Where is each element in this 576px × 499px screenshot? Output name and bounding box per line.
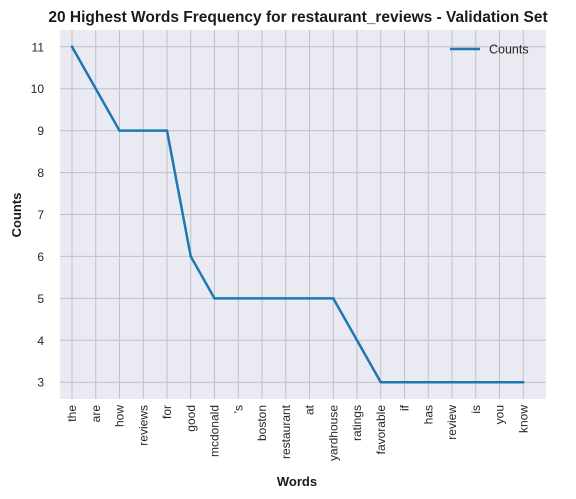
x-tick-label: ratings: [350, 405, 364, 441]
x-tick-label: is: [469, 405, 483, 414]
y-tick-label: 8: [37, 166, 44, 180]
data-point: [142, 129, 145, 132]
data-point: [332, 297, 335, 300]
x-tick-label: are: [89, 405, 103, 423]
data-point: [308, 297, 311, 300]
data-point: [355, 339, 359, 342]
x-tick-label: know: [516, 405, 530, 433]
y-tick-label: 3: [37, 376, 44, 390]
data-point: [189, 255, 192, 258]
y-tick-label: 5: [37, 292, 44, 306]
x-tick-label: mcdonald: [208, 405, 222, 457]
data-point: [94, 87, 97, 90]
series-layer: [70, 45, 525, 384]
y-tick-label: 7: [37, 208, 44, 222]
x-tick-label: at: [303, 404, 317, 415]
x-tick-label: 's: [231, 405, 245, 413]
x-tick-label: boston: [255, 405, 269, 441]
data-point: [379, 380, 382, 384]
chart-title: 20 Highest Words Frequency for restauran…: [48, 9, 547, 26]
data-point: [260, 297, 264, 300]
legend-label-counts: Counts: [489, 43, 529, 57]
x-tick-label: if: [398, 404, 412, 411]
data-point: [165, 129, 169, 132]
y-tick-label: 9: [37, 124, 44, 138]
data-point: [284, 297, 287, 300]
y-axis-ticks: 3 4 5 6 7 8 9 10 11: [31, 40, 45, 389]
x-tick-label: for: [160, 405, 174, 419]
grid-lines: [60, 30, 546, 399]
x-tick-label: the: [65, 405, 79, 422]
data-point: [498, 380, 501, 384]
y-tick-label: 6: [37, 250, 44, 264]
x-tick-label: how: [113, 405, 127, 427]
x-tick-label: you: [493, 405, 507, 424]
data-point: [237, 297, 240, 300]
y-tick-label: 4: [37, 334, 44, 348]
x-axis-ticks: the are how reviews for good mcdonald's boston r…: [65, 404, 530, 461]
data-point: [213, 297, 216, 300]
x-tick-label: yardhouse: [326, 405, 340, 461]
y-tick-label: 11: [32, 40, 45, 54]
x-tick-label: favorable: [374, 405, 388, 455]
data-point: [70, 45, 74, 49]
series-line-counts: [70, 45, 525, 384]
data-point: [450, 380, 454, 384]
x-tick-label: restaurant: [279, 404, 293, 459]
y-axis-label: Counts: [9, 193, 24, 238]
legend: Counts: [450, 43, 529, 57]
data-point: [522, 380, 525, 384]
x-tick-label: good: [184, 405, 198, 432]
data-point: [474, 380, 477, 384]
x-tick-label: has: [421, 405, 435, 424]
x-axis-label: Words: [277, 474, 317, 489]
data-point: [118, 129, 121, 132]
x-tick-label: review: [445, 405, 459, 440]
y-tick-label: 10: [31, 82, 45, 96]
x-tick-label: reviews: [136, 405, 150, 446]
data-point: [427, 380, 430, 384]
data-point: [403, 380, 406, 384]
